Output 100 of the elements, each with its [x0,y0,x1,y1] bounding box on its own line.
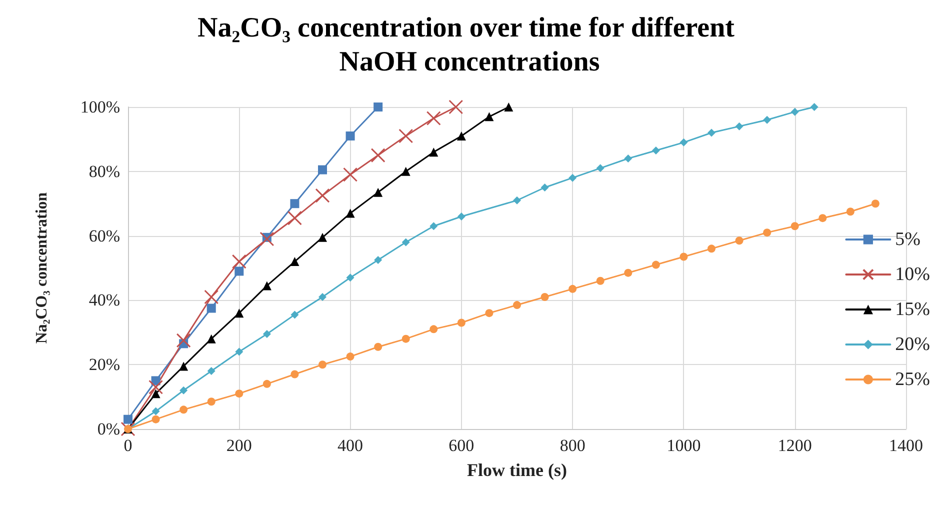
point [290,257,300,266]
chart-title: Na₂CO₃ concentration over time for different NaOH concentrations [198,12,742,78]
point [346,274,354,282]
y-tick-label: 60% [88,226,120,246]
point [180,386,188,394]
point [262,380,271,388]
point [763,228,772,237]
point [429,148,438,157]
point [262,281,272,290]
point [540,292,549,301]
point [152,415,160,424]
y-tick-label: 80% [88,162,120,181]
point [179,362,188,371]
point [763,116,772,124]
point [206,334,216,344]
point [680,138,688,146]
point [708,128,716,137]
x-axis-title: Flow time (s) [467,460,567,480]
point [790,222,799,230]
point [234,308,244,318]
point [568,284,577,293]
x-tick-label: 600 [448,436,474,455]
point [374,102,383,112]
point [346,208,355,218]
point [235,348,244,356]
point [232,254,246,269]
point [318,165,327,174]
point [624,268,632,277]
point [790,108,799,116]
x-tick-label: 1200 [778,436,812,455]
x-tick-label: 1000 [666,436,701,455]
point [148,380,164,394]
point [596,164,604,172]
point [207,398,216,406]
point [652,146,660,154]
point [430,325,438,334]
point [262,330,271,338]
point [343,167,358,182]
point [151,389,160,398]
point [234,266,244,276]
point [318,292,326,301]
point [290,199,300,208]
point [374,342,382,351]
point [290,370,299,378]
point [374,256,382,264]
point [810,103,818,111]
y-tick-label: 40% [88,290,120,310]
y-tick-label: 20% [88,355,120,374]
point [402,334,410,343]
point [540,184,549,192]
point [290,310,299,319]
point [287,210,302,226]
point [735,236,744,245]
point [485,309,494,318]
x-tick-label: 400 [338,436,364,455]
point [484,112,494,122]
point [624,154,632,163]
point [846,208,854,216]
point [318,232,327,242]
x-tick-label: 800 [560,436,586,455]
point [315,188,330,203]
legend-label: 5% [895,229,921,250]
point [374,188,383,197]
point [207,367,216,376]
point [318,360,326,369]
legend-label: 10% [895,264,930,285]
x-tick-label: 0 [124,436,132,455]
y-axis-title: Na₂CO₃ concentration [34,192,50,344]
point [735,122,744,130]
x-tick-label: 200 [226,436,252,455]
point [680,252,688,261]
x-tick-label: 1400 [889,436,923,455]
y-tick-label: 100% [80,98,120,116]
point [426,111,441,126]
point [818,214,827,222]
point [457,212,466,220]
y-tick-label: 0% [97,420,120,438]
legend-label: 15% [895,299,930,320]
point [456,131,466,140]
point [513,301,521,310]
point [346,352,354,361]
point [504,102,514,112]
point [206,304,216,313]
point [708,244,716,253]
point [180,406,188,414]
legend-label: 25% [895,369,930,390]
point [346,131,355,140]
point [370,148,386,163]
legend-label: 20% [895,334,930,355]
point [176,333,191,348]
point [124,414,132,424]
point [871,200,880,208]
point [260,232,274,246]
point [568,174,577,182]
point [430,222,438,230]
point [398,128,414,144]
point [402,238,410,246]
point [204,290,219,304]
point [235,390,244,398]
point [152,407,160,416]
